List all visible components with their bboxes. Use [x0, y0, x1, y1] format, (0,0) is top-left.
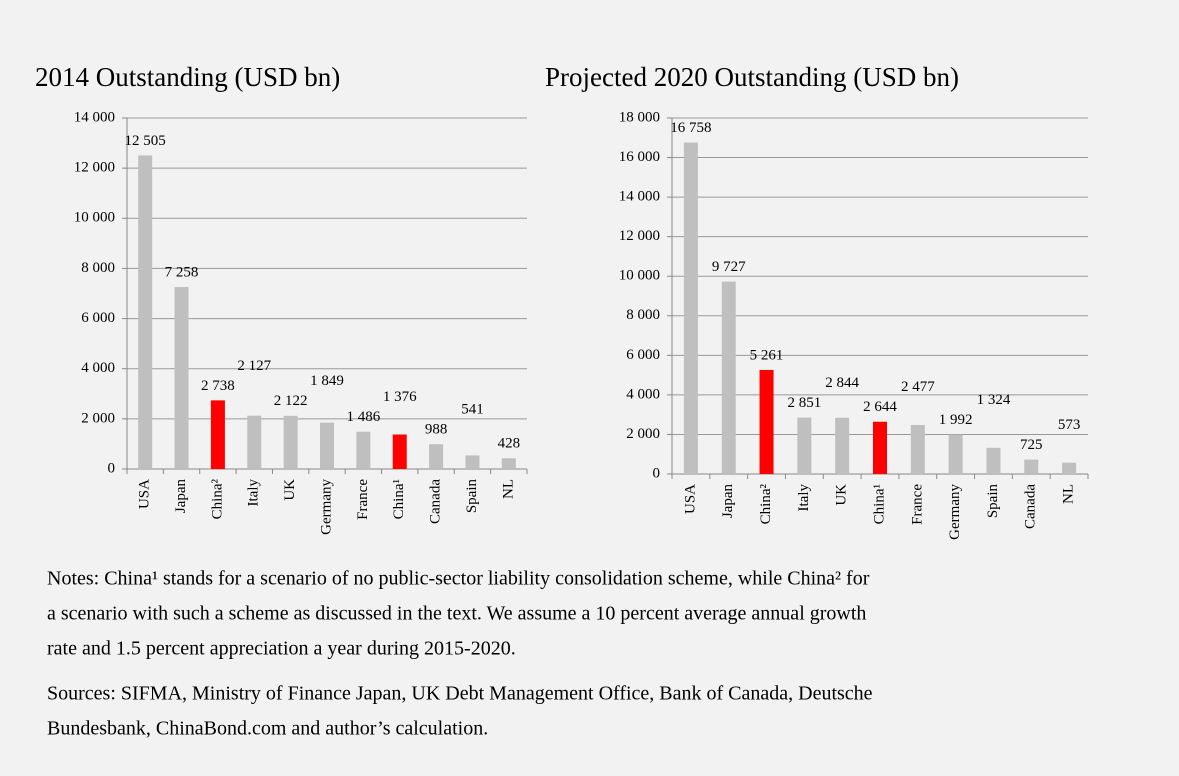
value-label: 541 [461, 402, 484, 418]
source-line: Sources: SIFMA, Ministry of Finance Japa… [47, 683, 873, 705]
x-tick-label: UK [834, 484, 850, 506]
bar [797, 417, 812, 474]
x-tick-label: USA [137, 479, 153, 509]
x-tick-label: Canada [1023, 484, 1039, 529]
bar [247, 415, 262, 469]
y-tick-label: 6 000 [626, 347, 660, 363]
x-tick-label: Italy [796, 484, 812, 512]
x-tick-label: Spain [464, 479, 480, 514]
y-tick-label: 14 000 [74, 109, 115, 125]
x-tick-label: China¹ [871, 484, 887, 524]
value-label: 725 [1020, 437, 1043, 453]
chart-title: 2014 Outstanding (USD bn) [35, 62, 340, 92]
y-tick-label: 14 000 [619, 189, 660, 205]
x-tick-label: Germany [947, 484, 963, 540]
value-label: 16 758 [670, 120, 711, 136]
y-tick-label: 12 000 [619, 228, 660, 244]
bar [683, 142, 698, 474]
value-label: 988 [425, 422, 448, 438]
value-label: 428 [498, 436, 521, 452]
bar [721, 281, 736, 474]
x-tick-label: NL [1061, 484, 1077, 504]
x-tick-label: China¹ [391, 479, 407, 519]
x-tick-label: Japan [720, 484, 736, 519]
y-tick-label: 4 000 [626, 386, 660, 402]
bar [1062, 462, 1077, 474]
y-tick-label: 16 000 [619, 149, 660, 165]
x-tick-label: Canada [428, 479, 444, 524]
bar [392, 434, 407, 469]
value-label: 1 992 [939, 412, 973, 428]
bar [210, 400, 225, 469]
x-tick-label: Germany [318, 479, 334, 535]
note-line: rate and 1.5 percent appreciation a year… [47, 638, 516, 660]
bar [873, 421, 887, 474]
bar [986, 447, 1001, 474]
bar [501, 458, 516, 469]
value-label: 9 727 [712, 259, 746, 275]
y-tick-label: 2 000 [81, 410, 115, 426]
bar [835, 417, 850, 474]
value-label: 2 122 [274, 393, 308, 409]
bar [429, 444, 444, 469]
x-tick-label: China² [209, 478, 225, 519]
value-label: 1 486 [346, 409, 380, 425]
x-tick-label: Spain [985, 484, 1001, 519]
x-tick-label: Italy [246, 479, 262, 507]
bar [283, 415, 298, 469]
value-label: 12 505 [125, 133, 166, 149]
note-line: a scenario with such a scheme as discuss… [47, 603, 866, 625]
value-label: 7 258 [165, 264, 199, 280]
value-label: 2 844 [825, 375, 859, 391]
bar [138, 155, 153, 469]
value-label: 2 127 [237, 358, 271, 374]
x-tick-label: USA [682, 484, 698, 514]
value-label: 2 477 [901, 379, 935, 395]
x-tick-label: France [355, 479, 371, 520]
bar [1024, 459, 1039, 474]
source-line: Bundesbank, ChinaBond.com and author’s c… [47, 718, 488, 740]
value-label: 2 644 [863, 399, 897, 415]
note-line: Notes: China¹ stands for a scenario of n… [47, 568, 870, 590]
value-label: 2 851 [787, 395, 821, 411]
y-tick-label: 10 000 [619, 268, 660, 284]
y-tick-label: 8 000 [626, 307, 660, 323]
value-label: 1 849 [310, 373, 344, 389]
value-label: 5 261 [750, 347, 784, 363]
bar [948, 434, 963, 474]
value-label: 573 [1058, 417, 1081, 433]
bar [759, 369, 774, 474]
y-tick-label: 6 000 [81, 310, 115, 326]
x-tick-label: Japan [173, 479, 189, 514]
y-tick-label: 2 000 [626, 426, 660, 442]
bar [465, 455, 480, 469]
value-label: 1 324 [977, 392, 1011, 408]
value-label: 2 738 [201, 378, 235, 394]
bar [910, 425, 925, 474]
y-tick-label: 4 000 [81, 360, 115, 376]
chart-title: Projected 2020 Outstanding (USD bn) [545, 62, 959, 92]
x-tick-label: France [909, 484, 925, 525]
x-tick-label: UK [282, 479, 298, 501]
y-tick-label: 18 000 [619, 109, 660, 125]
value-label: 1 376 [383, 389, 417, 405]
bar [320, 422, 334, 469]
y-tick-label: 12 000 [74, 160, 115, 176]
y-tick-label: 8 000 [81, 260, 115, 276]
y-tick-label: 10 000 [74, 210, 115, 226]
bar [174, 287, 189, 469]
y-tick-label: 0 [108, 460, 116, 476]
bar [356, 431, 371, 469]
x-tick-label: NL [500, 479, 516, 499]
x-tick-label: China² [758, 483, 774, 524]
y-tick-label: 0 [653, 465, 661, 481]
